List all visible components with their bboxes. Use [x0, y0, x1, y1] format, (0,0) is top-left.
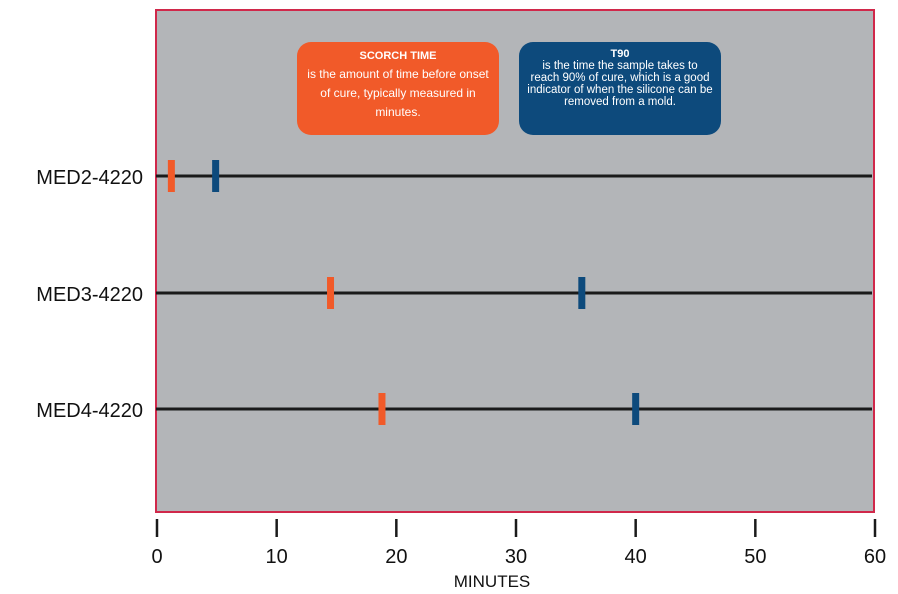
- plot-area: [155, 9, 875, 513]
- t90-callout: T90 is the time the sample takes to reac…: [519, 42, 721, 135]
- scorch-time-title: SCORCH TIME: [359, 50, 437, 62]
- scorch-marker-med3-4220: [327, 277, 335, 309]
- x-tick-label-30: 30: [505, 546, 527, 568]
- t90-title: T90: [610, 48, 630, 60]
- x-tick-label-10: 10: [266, 546, 288, 568]
- x-tick-label-40: 40: [625, 546, 647, 568]
- scorch-marker-med4-4220: [378, 393, 386, 425]
- row-label-med4-4220: MED4-4220: [36, 400, 143, 422]
- scorch-marker-med2-4220: [167, 160, 175, 192]
- scorch-time-description: is the amount of time before onset of cu…: [307, 67, 489, 119]
- x-tick-label-20: 20: [385, 546, 407, 568]
- scorch-time-callout: SCORCH TIME is the amount of time before…: [297, 42, 499, 135]
- x-tick-label-60: 60: [864, 546, 886, 568]
- x-axis-label: MINUTES: [454, 572, 531, 591]
- row-label-med2-4220: MED2-4220: [36, 167, 143, 189]
- x-tick-label-50: 50: [744, 546, 766, 568]
- t90-description: is the time the sample takes to reach 90…: [527, 60, 713, 108]
- t90-marker-med2-4220: [212, 160, 220, 192]
- row-label-med3-4220: MED3-4220: [36, 284, 143, 306]
- x-tick-label-0: 0: [151, 546, 162, 568]
- t90-marker-med4-4220: [632, 393, 640, 425]
- t90-marker-med3-4220: [578, 277, 586, 309]
